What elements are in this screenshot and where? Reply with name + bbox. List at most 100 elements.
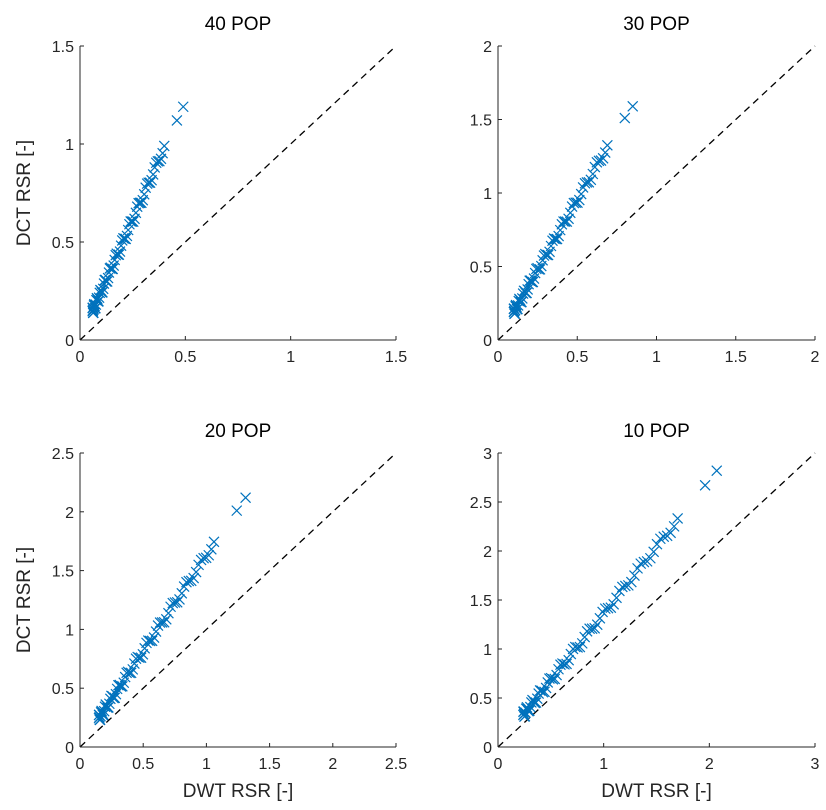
data-point-marker bbox=[711, 465, 723, 477]
data-point-marker bbox=[97, 286, 108, 298]
x-tick-label: 1.5 bbox=[385, 349, 407, 366]
data-point-marker bbox=[557, 658, 568, 669]
data-point-marker bbox=[635, 558, 647, 570]
data-point-marker bbox=[146, 635, 158, 647]
identity-reference-line bbox=[497, 452, 816, 748]
data-point-marker bbox=[112, 679, 124, 691]
x-tick-label: 2 bbox=[811, 349, 820, 366]
data-point-marker bbox=[158, 140, 170, 152]
data-point-marker bbox=[198, 552, 210, 564]
data-point-marker bbox=[558, 216, 569, 227]
data-point-marker bbox=[668, 520, 680, 532]
subplot-title: 40 POP bbox=[205, 14, 272, 35]
data-point-marker bbox=[601, 139, 613, 151]
x-tick-label: 0 bbox=[494, 756, 503, 773]
y-tick-label: 0.5 bbox=[470, 260, 492, 277]
data-point-marker bbox=[125, 667, 137, 679]
data-point-marker bbox=[167, 597, 179, 609]
data-point-marker bbox=[542, 677, 554, 688]
subplot-2: 0 0.5 1 1.5 2 0 0.5 1 1.5 2 30 POP bbox=[470, 14, 820, 366]
data-point-marker bbox=[563, 654, 575, 666]
data-point-marker bbox=[137, 648, 149, 660]
x-tick-label: 2 bbox=[705, 756, 714, 773]
y-tick-label: 2.5 bbox=[52, 446, 74, 463]
data-point-marker bbox=[539, 686, 550, 698]
identity-reference-line bbox=[79, 452, 397, 748]
data-point-marker bbox=[174, 594, 185, 605]
data-point-marker bbox=[135, 197, 147, 209]
subplot-4: 0 1 2 3 0 0.5 1 1.5 2 2.5 3 10 POP DWT RSR [-] bbox=[470, 421, 820, 802]
y-tick-label: 0.5 bbox=[52, 681, 74, 698]
y-tick-label: 0 bbox=[483, 333, 492, 350]
x-axis-label: DWT RSR [-] bbox=[601, 781, 711, 802]
data-point-marker bbox=[573, 194, 585, 206]
data-point-marker bbox=[602, 602, 614, 614]
y-tick-label: 1 bbox=[483, 642, 492, 659]
x-tick-label: 1 bbox=[599, 756, 608, 773]
subplot-3: 0 0.5 1 1.5 2 2.5 0 0.5 1 1.5 2 2.5 20 POP DWT RSR [-… bbox=[14, 421, 407, 802]
y-tick-label: 1.5 bbox=[470, 593, 492, 610]
data-point-marker bbox=[190, 566, 202, 578]
data-point-marker bbox=[177, 101, 189, 113]
data-point-marker bbox=[627, 100, 639, 112]
y-tick-label: 1 bbox=[65, 622, 74, 639]
data-point-marker bbox=[699, 479, 711, 491]
data-point-marker bbox=[597, 152, 609, 164]
data-point-marker bbox=[616, 581, 628, 593]
data-point-marker bbox=[551, 233, 563, 245]
data-point-marker bbox=[188, 572, 200, 584]
data-point-marker bbox=[147, 168, 159, 180]
y-axis-label: DCT RSR [-] bbox=[14, 547, 35, 653]
data-point-marker bbox=[138, 188, 150, 200]
x-tick-label: 1 bbox=[286, 349, 295, 366]
data-point-marker bbox=[208, 536, 220, 548]
data-point-marker bbox=[672, 513, 684, 524]
data-point-marker bbox=[576, 637, 588, 649]
data-point-marker bbox=[106, 263, 118, 275]
data-point-marker bbox=[551, 669, 563, 681]
data-point-marker bbox=[568, 197, 580, 209]
data-point-marker bbox=[203, 549, 215, 561]
data-point-marker bbox=[530, 697, 542, 708]
y-tick-label: 0 bbox=[65, 740, 74, 757]
data-point-marker bbox=[120, 233, 132, 245]
data-point-marker bbox=[176, 587, 188, 599]
data-point-marker bbox=[584, 623, 596, 635]
data-point-marker bbox=[127, 216, 139, 228]
y-tick-label: 1.5 bbox=[52, 39, 74, 56]
data-point-marker bbox=[575, 188, 587, 200]
x-tick-label: 0.5 bbox=[132, 756, 154, 773]
x-tick-label: 0 bbox=[494, 349, 503, 366]
x-tick-label: 1 bbox=[202, 756, 211, 773]
data-point-marker bbox=[112, 249, 124, 261]
data-point-marker bbox=[569, 641, 581, 653]
data-point-marker bbox=[109, 692, 121, 704]
data-point-marker bbox=[144, 177, 156, 189]
y-tick-label: 0 bbox=[65, 333, 74, 350]
data-point-marker bbox=[619, 580, 631, 592]
data-point-marker bbox=[231, 505, 243, 517]
y-tick-label: 2.5 bbox=[470, 495, 492, 512]
data-point-marker bbox=[527, 276, 539, 288]
data-point-marker bbox=[563, 213, 575, 225]
subplot-title: 30 POP bbox=[623, 14, 690, 35]
data-point-marker bbox=[113, 249, 125, 261]
y-tick-label: 0.5 bbox=[52, 235, 74, 252]
x-tick-label: 2.5 bbox=[385, 756, 407, 773]
x-axis-label: DWT RSR [-] bbox=[183, 781, 293, 802]
data-point-marker bbox=[142, 635, 154, 646]
x-tick-label: 3 bbox=[811, 756, 820, 773]
y-tick-label: 2 bbox=[65, 505, 74, 522]
x-tick-label: 2 bbox=[328, 756, 337, 773]
data-point-marker bbox=[150, 626, 162, 637]
data-point-marker bbox=[183, 575, 195, 587]
x-tick-label: 0 bbox=[76, 756, 85, 773]
x-tick-label: 1.5 bbox=[258, 756, 280, 773]
data-point-marker bbox=[586, 623, 598, 635]
data-point-marker bbox=[148, 632, 160, 644]
data-point-marker bbox=[564, 207, 576, 219]
subplot-1: 0 0.5 1 1.5 0 0.5 1 1.5 40 POP DCT RSR [-] bbox=[14, 14, 407, 366]
data-point-marker bbox=[542, 249, 554, 261]
x-tick-label: 0.5 bbox=[174, 349, 196, 366]
data-point-marker bbox=[109, 254, 121, 266]
